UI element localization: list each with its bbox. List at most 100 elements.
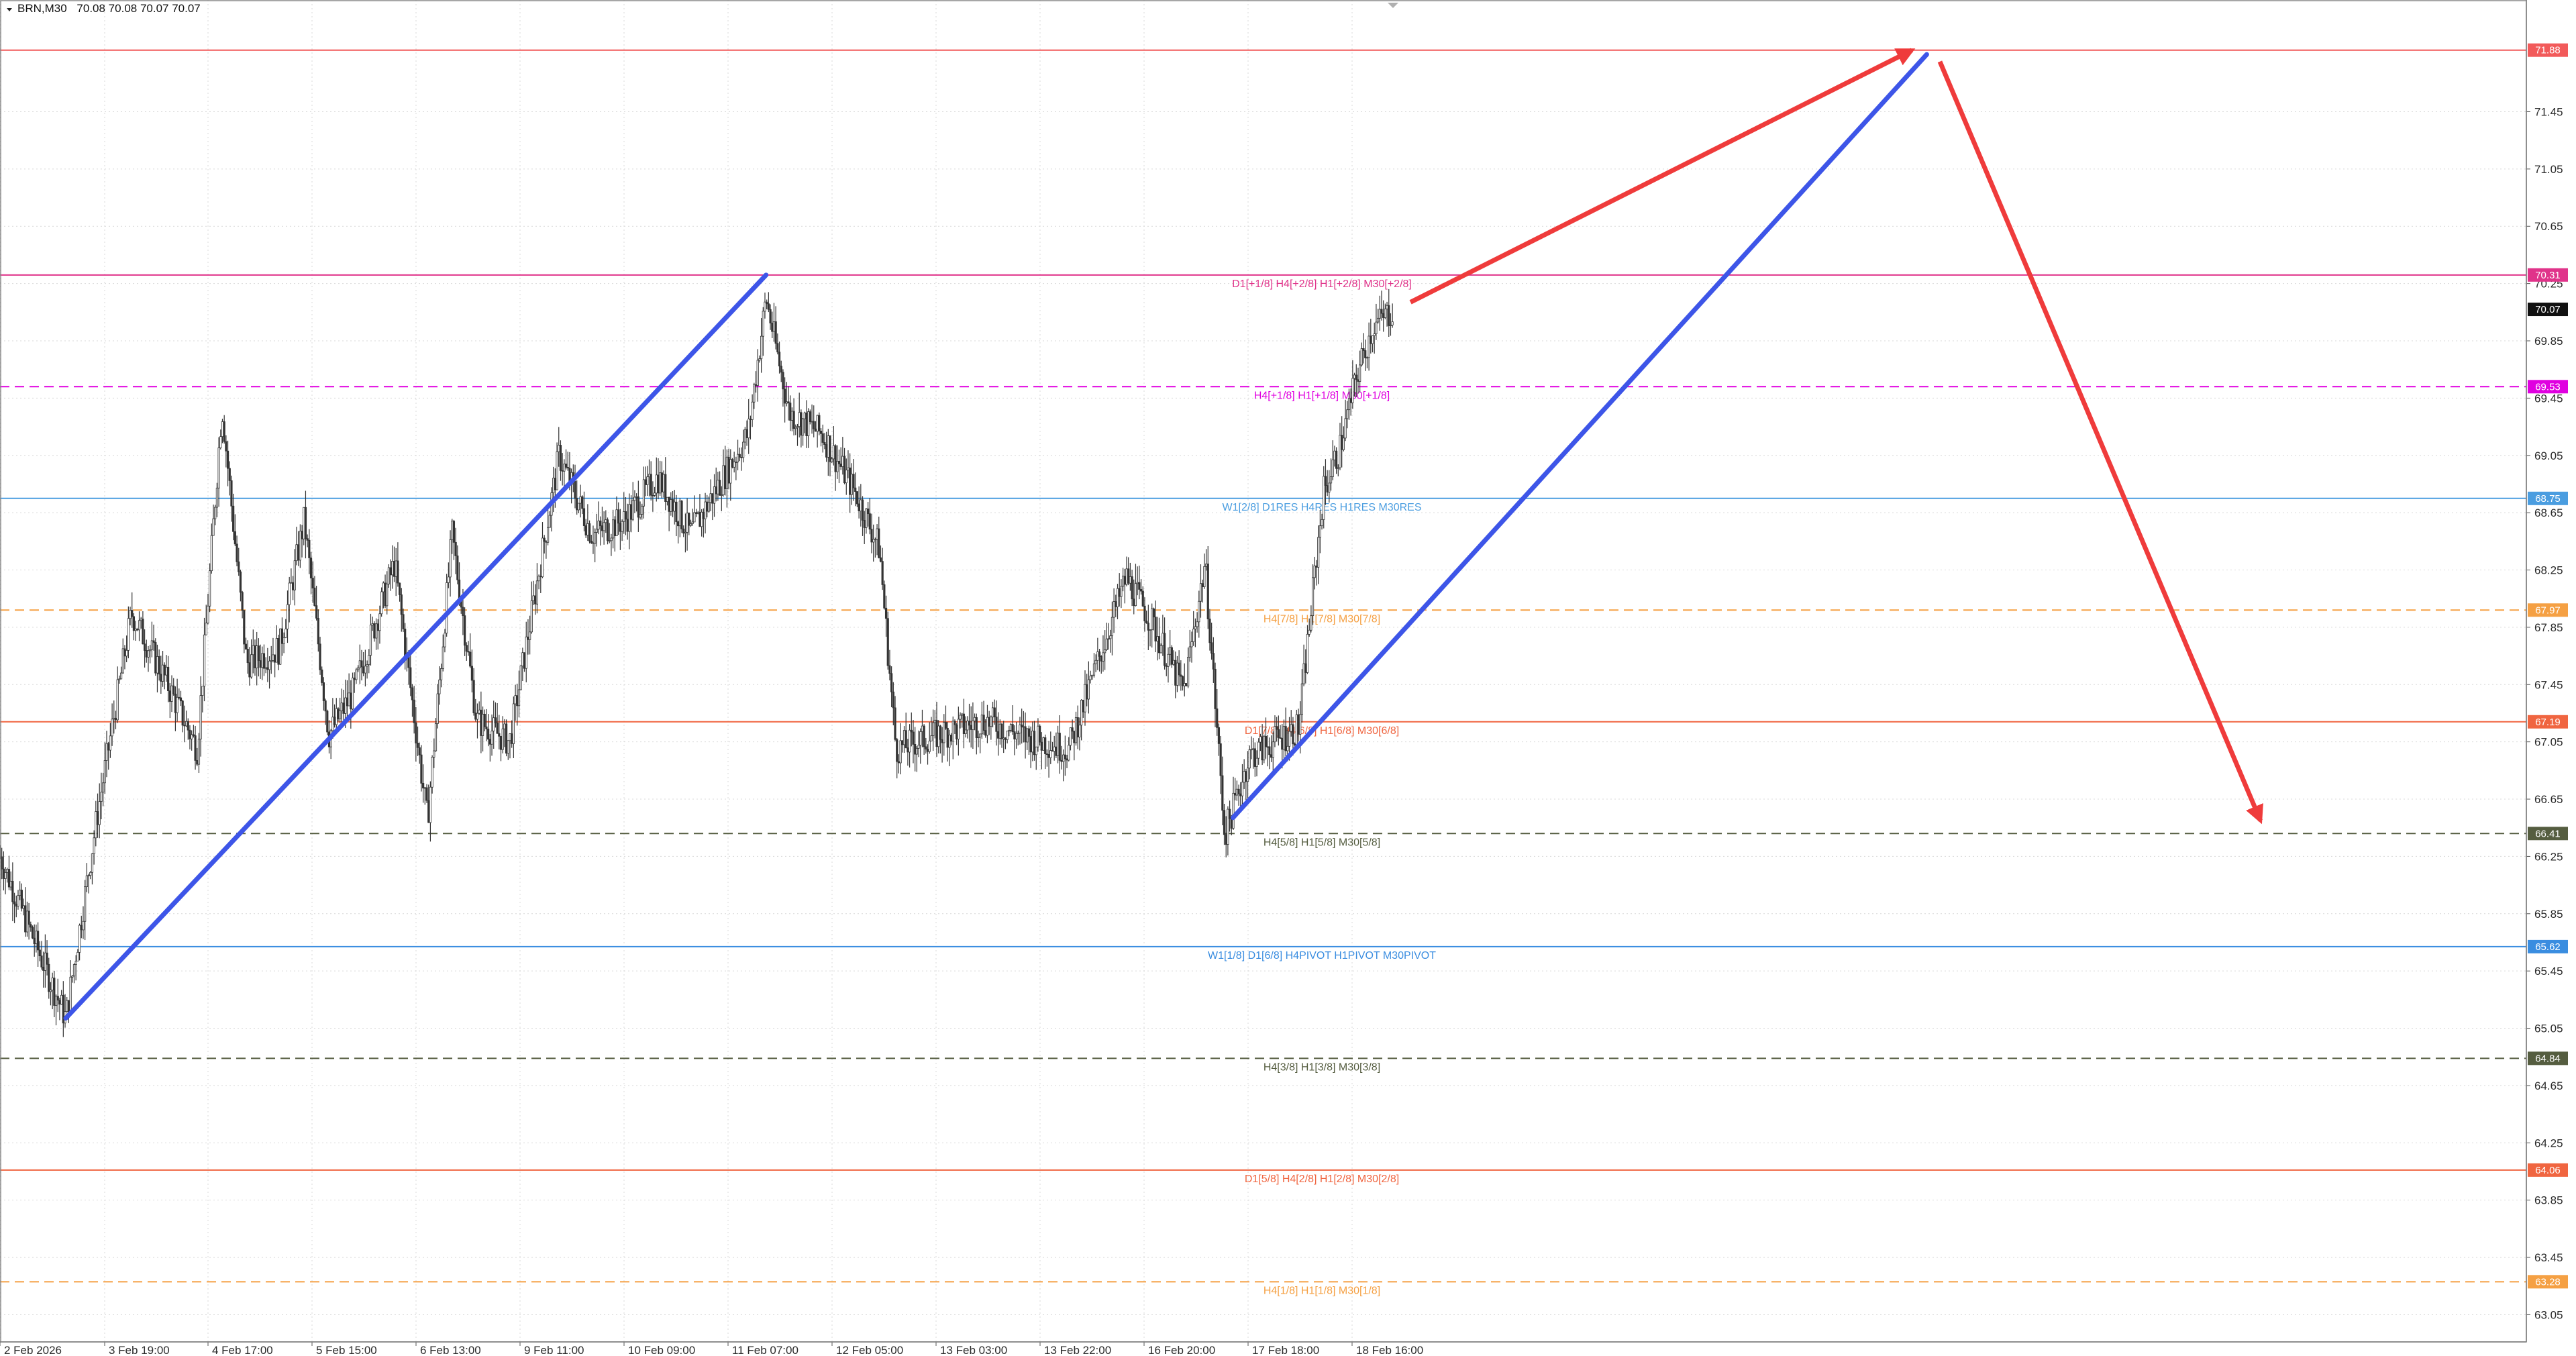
candle-body [594, 532, 597, 544]
candle-body [1053, 746, 1055, 752]
candle-body [1017, 733, 1019, 734]
candle-body [563, 464, 566, 472]
candle-body [839, 463, 842, 467]
candle-body [380, 591, 383, 615]
candle-body [384, 582, 387, 607]
candle-body [724, 465, 727, 489]
candle-body [440, 668, 443, 680]
candle-body [767, 303, 770, 310]
candle-body [395, 560, 397, 577]
candle-body [1162, 633, 1164, 646]
candle-body [711, 493, 714, 504]
candle-body [1370, 335, 1372, 344]
candle-body [951, 721, 954, 742]
candle-body [464, 615, 466, 646]
level-price-tag-text: 67.19 [2535, 717, 2561, 728]
candle-body [1115, 601, 1117, 607]
candle-body [517, 689, 521, 707]
candle-body [800, 412, 803, 436]
level-label: H4[7/8] H1[7/8] M30[7/8] [1264, 613, 1380, 625]
candle-body [713, 486, 716, 504]
candle-body [1324, 476, 1327, 486]
candle-body [961, 713, 964, 716]
current-price-tag [2528, 303, 2568, 317]
trendline[interactable] [1231, 52, 1929, 821]
candle-body [1044, 737, 1047, 754]
candle-body [1203, 566, 1206, 587]
candle-body [1105, 638, 1108, 650]
candle-body [1118, 588, 1121, 597]
trendline[interactable] [63, 272, 769, 1021]
forecast-arrow[interactable] [1937, 60, 2263, 825]
candle-body [266, 667, 269, 670]
candle-body [93, 837, 95, 854]
candle-body [579, 496, 582, 504]
forecast-arrow[interactable] [1409, 48, 1916, 305]
candle-body [507, 740, 509, 753]
level-price-tag-text: 63.28 [2535, 1276, 2561, 1288]
chart-shift-marker-icon[interactable] [1388, 3, 1398, 8]
candle-body [601, 525, 604, 531]
candle-body [40, 955, 43, 968]
candle-body [221, 421, 224, 437]
candle-body [1160, 645, 1162, 654]
candle-body [831, 458, 833, 462]
candle-body [764, 301, 766, 312]
candle-body [261, 653, 264, 668]
candle-body [48, 963, 50, 992]
candle-body [170, 685, 173, 702]
candle-body [648, 474, 651, 478]
candle-body [315, 605, 318, 619]
candle-body [1359, 364, 1361, 382]
candle-body [113, 717, 115, 720]
candle-body [606, 519, 609, 541]
candle-body [827, 435, 829, 458]
candle-body [474, 713, 477, 720]
price-tags: 71.88 70.31 69.53 68.75 67.97 67.19 66.41 65.62… [2528, 43, 2568, 1289]
candle-body [771, 323, 774, 332]
ohlc-readout: 70.08 70.08 70.07 70.07 [76, 2, 200, 15]
candle-body [168, 690, 171, 702]
candle-body [56, 996, 59, 1001]
candle-body [933, 719, 936, 723]
forecast-arrows[interactable] [1409, 48, 2263, 825]
x-tick-label: 13 Feb 22:00 [1044, 1344, 1111, 1356]
candle-body [717, 480, 719, 494]
y-tick-label: 63.85 [2534, 1194, 2563, 1207]
candle-body [217, 448, 220, 488]
candle-body [1170, 647, 1173, 665]
candle-body [1204, 564, 1208, 567]
candle-body [1386, 305, 1388, 309]
candle-body [134, 628, 137, 631]
candle-body [236, 543, 238, 562]
candle-body [847, 467, 849, 470]
candle-body [1120, 586, 1123, 597]
candle-body [259, 660, 262, 668]
candle-body [1029, 736, 1032, 753]
candle-body [454, 541, 457, 556]
candle-body [1152, 608, 1155, 618]
candle-body [914, 744, 917, 755]
x-tick-label: 17 Feb 18:00 [1252, 1344, 1319, 1356]
candle-body [1080, 700, 1083, 726]
candle-body [1225, 834, 1227, 845]
candle-body [984, 730, 987, 736]
candle-body [521, 652, 524, 666]
trendlines[interactable] [63, 52, 1929, 1021]
chevron-down-icon[interactable] [7, 8, 12, 11]
candle-body [96, 811, 99, 825]
candle-body [1169, 647, 1172, 655]
candle-body [418, 747, 421, 755]
candle-body [1313, 565, 1316, 578]
candle-body [142, 619, 144, 645]
candle-body [868, 513, 871, 530]
candle-body [997, 731, 1000, 739]
candle-body [792, 411, 795, 429]
candle-body [912, 731, 915, 745]
candle-body [1064, 754, 1066, 760]
candle-body [921, 725, 924, 732]
candle-body [564, 464, 568, 468]
candle-body [966, 721, 969, 731]
